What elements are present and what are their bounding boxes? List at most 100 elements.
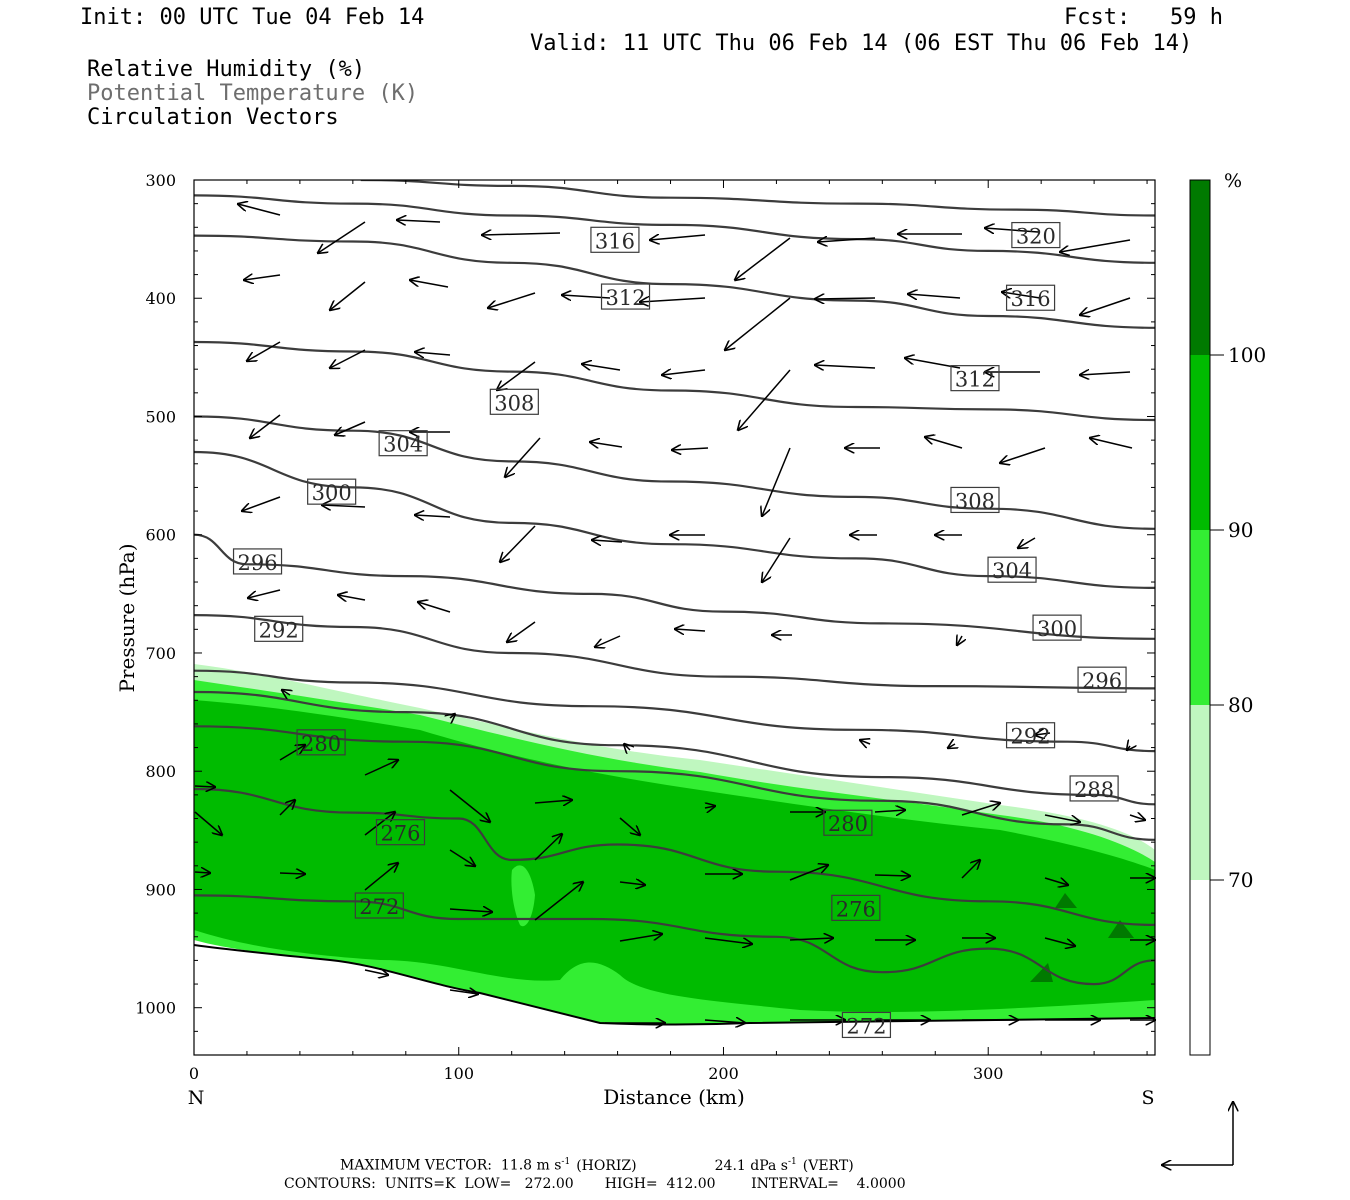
- wind-vector: [1018, 537, 1036, 548]
- x-tick-label: 200: [708, 1064, 739, 1083]
- theta-contour-292: [194, 614, 1155, 690]
- theta-contour-272: [194, 894, 1155, 986]
- wind-vector: [1002, 292, 1041, 299]
- field-title-theta: Potential Temperature (K): [87, 81, 419, 106]
- contour-label: 308: [494, 391, 534, 415]
- contour-label-box: [950, 365, 1000, 392]
- y-tick-label: 600: [145, 526, 176, 545]
- wind-vector: [364, 863, 398, 891]
- contour-label-box: [987, 556, 1037, 583]
- x-tick-label: 0: [189, 1064, 199, 1083]
- wind-vector: [248, 589, 281, 598]
- wind-vector: [789, 938, 833, 940]
- contour-label: 300: [312, 481, 352, 505]
- wind-vector: [279, 800, 295, 816]
- wind-vector: [815, 365, 876, 368]
- rh-band-100-c: [1030, 963, 1053, 982]
- wind-vector: [415, 352, 451, 355]
- wind-vector: [449, 849, 475, 866]
- colorbar-frame: [1189, 179, 1211, 1056]
- wind-vector: [650, 235, 706, 240]
- wind-vector: [582, 364, 621, 371]
- theta-contour-312: [194, 234, 1155, 329]
- wind-vector: [330, 349, 366, 368]
- theta-contour-284: [194, 690, 1155, 806]
- contour-label: 316: [1011, 287, 1051, 311]
- colorbar-label: 80: [1228, 693, 1253, 717]
- wind-vector: [662, 370, 706, 375]
- contour-label-box: [831, 894, 881, 921]
- rh-dry-slot: [511, 865, 535, 927]
- wind-vector: [282, 690, 290, 695]
- contour-label: 292: [1011, 725, 1051, 749]
- y-tick-label: 300: [145, 171, 176, 190]
- wind-vector: [194, 872, 210, 873]
- wind-vector: [1080, 372, 1131, 375]
- wind-vector: [450, 714, 455, 718]
- y-tick-label: 400: [145, 289, 176, 308]
- contour-label: 304: [383, 433, 423, 457]
- wind-vector: [247, 341, 281, 361]
- contour-label: 312: [605, 286, 645, 310]
- max-vector-horiz: MAXIMUM VECTOR: 11.8 m s: [340, 1157, 562, 1174]
- wind-vector: [704, 937, 752, 944]
- contour-label-box: [1032, 614, 1082, 641]
- contour-label: 296: [1082, 669, 1122, 693]
- contour-label-box: [841, 1011, 892, 1039]
- y-tick-label: 800: [145, 762, 176, 781]
- y-tick-label: 900: [145, 880, 176, 899]
- contour-label: 272: [846, 1014, 886, 1038]
- wind-vector: [762, 447, 791, 516]
- contour-label-box: [378, 430, 428, 457]
- wind-vector: [957, 636, 962, 645]
- contour-label-box: [1005, 722, 1056, 749]
- wind-vector: [705, 806, 715, 808]
- colorbar: 70 80 90 100: [1189, 179, 1266, 1056]
- wind-vector: [961, 860, 980, 879]
- contour-label-box: [375, 819, 426, 846]
- contour-label-box: [1069, 775, 1119, 802]
- wind-vector: [364, 760, 398, 776]
- field-title-rh: Relative Humidity (%): [87, 57, 366, 82]
- wind-vector: [242, 496, 281, 511]
- plot-frame: [193, 179, 1156, 1056]
- wind-vector: [874, 875, 910, 876]
- colorbar-segment: [1190, 180, 1210, 355]
- rh-band-100-b: [1108, 920, 1134, 938]
- wind-vector: [789, 865, 828, 881]
- unit-exponent: -1: [787, 1157, 797, 1167]
- colorbar-label: 70: [1228, 868, 1253, 892]
- wind-vector: [194, 811, 222, 835]
- contour-label-box: [600, 283, 651, 310]
- wind-vector: [619, 817, 640, 835]
- wind-vector: [672, 448, 709, 450]
- wind-vector: [725, 297, 791, 350]
- wind-vector: [818, 238, 876, 242]
- wind-vector: [860, 740, 870, 744]
- contour-label: 320: [1016, 225, 1056, 249]
- wind-vector: [488, 292, 536, 308]
- wind-vector: [410, 280, 449, 288]
- wind-vector: [338, 595, 366, 600]
- contour-label-box: [232, 548, 283, 575]
- contour-label-box: [254, 615, 304, 642]
- wind-vector: [534, 800, 572, 803]
- vert-label: (VERT): [802, 1157, 854, 1174]
- colorbar-unit: %: [1224, 170, 1242, 192]
- wind-vector: [1044, 814, 1080, 822]
- rh-shading: [194, 664, 1155, 1055]
- wind-vector: [449, 990, 478, 994]
- wind-vector: [534, 834, 562, 861]
- terrain-line: [193, 944, 1156, 1026]
- theta-contour-296: [194, 533, 1155, 640]
- init-time: Init: 00 UTC Tue 04 Feb 14: [80, 5, 425, 30]
- wind-vector: [735, 237, 791, 280]
- contour-label-box: [489, 388, 539, 415]
- contour-label-box: [1011, 221, 1061, 249]
- contour-labels: 320 316 316 312 312 308 308 304 304 300 300 296 296 2…: [232, 221, 1127, 1039]
- wind-vector: [1080, 297, 1131, 315]
- wind-vector: [762, 537, 791, 582]
- wind-vector: [418, 602, 451, 613]
- colorbar-segment: [1190, 530, 1210, 705]
- wind-vector: [397, 220, 441, 222]
